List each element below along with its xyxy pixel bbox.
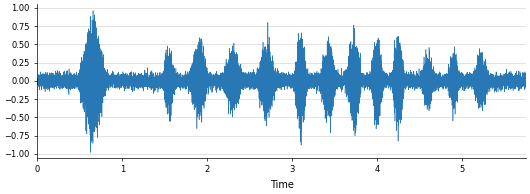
X-axis label: Time: Time: [270, 180, 294, 190]
